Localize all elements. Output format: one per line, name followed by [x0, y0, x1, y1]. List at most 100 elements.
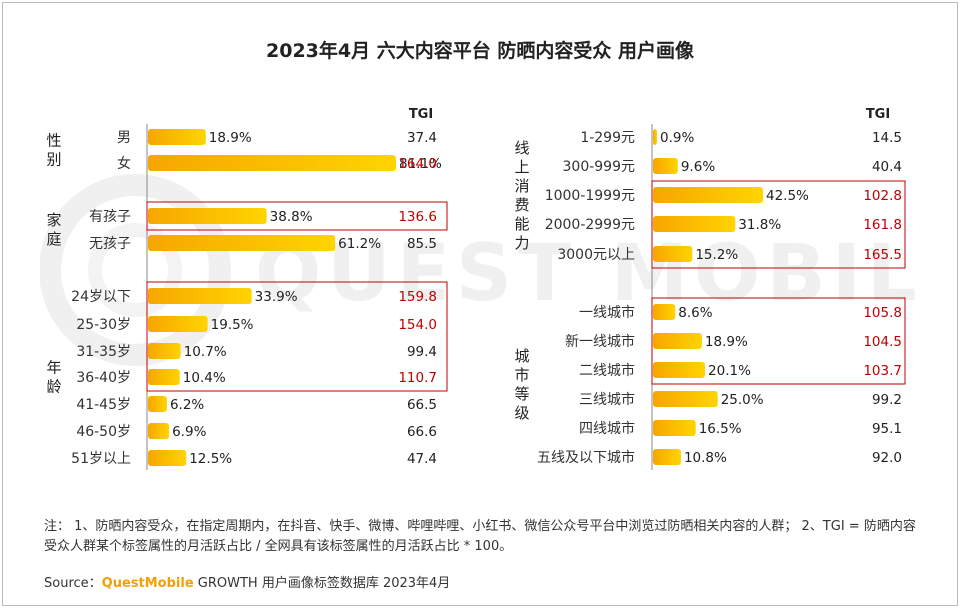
right-value-label-一线城市: 8.6%	[678, 305, 712, 321]
right-tgi-value-四线城市: 95.1	[872, 421, 902, 437]
left-value-label-51岁以上: 12.5%	[189, 451, 232, 467]
left-value-label-41-45岁: 6.2%	[170, 397, 204, 413]
right-bar-三线城市	[653, 391, 718, 407]
right-bar-五线及以下城市	[653, 449, 681, 465]
left-group-label-性别: 性别	[46, 132, 61, 169]
right-value-label-300-999元: 9.6%	[681, 159, 715, 175]
left-value-label-24岁以下: 33.9%	[255, 289, 298, 305]
right-tgi-header: TGI	[866, 107, 890, 122]
right-category-label-二线城市: 二线城市	[579, 362, 635, 379]
right-bar-1-299元	[653, 129, 657, 145]
right-bar-二线城市	[653, 362, 706, 378]
right-category-label-1000-1999元: 1000-1999元	[545, 188, 635, 204]
right-tgi-value-二线城市: 103.7	[863, 363, 902, 379]
right-highlight-box	[651, 297, 906, 385]
right-tgi-value-3000元以上: 165.5	[863, 247, 902, 263]
right-bar-3000元以上	[653, 246, 693, 262]
left-tgi-value-女: 164.0	[398, 156, 437, 172]
chart-title: 2023年4月 六大内容平台 防晒内容受众 用户画像	[266, 40, 694, 62]
right-category-label-新一线城市: 新一线城市	[565, 333, 635, 350]
left-tgi-value-51岁以上: 47.4	[407, 451, 437, 467]
source-brand: QuestMobile	[101, 576, 194, 591]
right-tgi-value-300-999元: 40.4	[872, 159, 902, 175]
left-bar-无孩子	[148, 235, 336, 251]
right-category-label-三线城市: 三线城市	[579, 391, 635, 408]
right-highlight-box	[651, 180, 906, 269]
left-value-label-男: 18.9%	[209, 130, 252, 146]
left-bar-36-40岁	[148, 369, 180, 385]
left-tgi-value-男: 37.4	[407, 130, 437, 146]
left-category-label-24岁以下: 24岁以下	[71, 289, 131, 305]
left-category-label-51岁以上: 51岁以上	[71, 451, 131, 467]
source-text: GROWTH 用户画像标签数据库 2023年4月	[193, 576, 451, 591]
left-category-label-36-40岁: 36-40岁	[76, 370, 131, 386]
right-bar-300-999元	[653, 158, 678, 174]
left-group-label-年龄: 年龄	[46, 359, 61, 396]
left-bar-41-45岁	[148, 396, 167, 412]
right-value-label-四线城市: 16.5%	[699, 421, 742, 437]
right-group-label-线上消费能力: 线上消费能力	[514, 139, 529, 252]
left-bar-46-50岁	[148, 423, 170, 439]
left-value-label-无孩子: 61.2%	[338, 236, 381, 252]
left-category-label-46-50岁: 46-50岁	[76, 424, 131, 440]
right-bar-新一线城市	[653, 333, 702, 349]
left-tgi-value-25-30岁: 154.0	[398, 317, 437, 333]
left-tgi-value-无孩子: 85.5	[407, 236, 437, 252]
right-value-label-2000-2999元: 31.8%	[738, 217, 781, 233]
right-bar-四线城市	[653, 420, 696, 436]
right-bar-2000-2999元	[653, 216, 736, 232]
right-value-label-五线及以下城市: 10.8%	[684, 450, 727, 466]
left-value-label-36-40岁: 10.4%	[183, 370, 226, 386]
left-bar-25-30岁	[148, 316, 208, 332]
right-bar-一线城市	[653, 304, 676, 320]
source-line: Source：QuestMobile GROWTH 用户画像标签数据库 2023…	[44, 572, 450, 591]
right-category-label-300-999元: 300-999元	[563, 159, 636, 175]
left-value-label-25-30岁: 19.5%	[211, 317, 254, 333]
right-bar-1000-1999元	[653, 187, 763, 203]
right-category-label-1-299元: 1-299元	[580, 130, 635, 146]
left-bar-女	[148, 155, 396, 171]
footnote: 注： 1、防晒内容受众，在指定周期内，在抖音、快手、微博、哔哩哔哩、小红书、微信…	[44, 519, 916, 554]
left-highlight-box	[146, 201, 448, 231]
right-tgi-value-1000-1999元: 102.8	[863, 188, 902, 204]
left-tgi-value-有孩子: 136.6	[398, 209, 437, 225]
right-category-label-五线及以下城市: 五线及以下城市	[537, 449, 635, 466]
right-tgi-value-1-299元: 14.5	[872, 130, 902, 146]
left-tgi-value-31-35岁: 99.4	[407, 344, 437, 360]
left-value-label-有孩子: 38.8%	[270, 209, 313, 225]
left-category-label-男: 男	[117, 130, 131, 146]
right-category-label-3000元以上: 3000元以上	[557, 247, 635, 263]
left-bar-24岁以下	[148, 288, 252, 304]
left-bar-51岁以上	[148, 450, 187, 466]
right-tgi-value-新一线城市: 104.5	[863, 334, 902, 350]
left-category-label-31-35岁: 31-35岁	[76, 344, 131, 360]
left-category-label-25-30岁: 25-30岁	[76, 317, 131, 333]
left-value-label-31-35岁: 10.7%	[184, 344, 227, 360]
left-value-label-女: 81.1%	[399, 156, 442, 172]
left-value-label-46-50岁: 6.9%	[172, 424, 206, 440]
right-value-label-三线城市: 25.0%	[721, 392, 764, 408]
right-group-label-城市等级: 城市等级	[514, 347, 529, 422]
right-category-label-一线城市: 一线城市	[579, 304, 635, 321]
left-bar-有孩子	[148, 208, 267, 224]
left-group-label-家庭: 家庭	[46, 211, 61, 248]
left-tgi-value-41-45岁: 66.5	[407, 397, 437, 413]
left-category-label-无孩子: 无孩子	[89, 236, 131, 252]
right-category-label-2000-2999元: 2000-2999元	[545, 217, 635, 233]
right-value-label-新一线城市: 18.9%	[705, 334, 748, 350]
left-tgi-value-36-40岁: 110.7	[398, 370, 437, 386]
left-tgi-header: TGI	[409, 107, 433, 122]
left-bar-男	[148, 129, 206, 145]
right-tgi-value-2000-2999元: 161.8	[863, 217, 902, 233]
right-tgi-value-五线及以下城市: 92.0	[872, 450, 902, 466]
right-category-label-四线城市: 四线城市	[579, 420, 635, 437]
left-category-label-有孩子: 有孩子	[89, 209, 131, 225]
left-category-label-41-45岁: 41-45岁	[76, 397, 131, 413]
left-bar-31-35岁	[148, 343, 181, 359]
right-value-label-1-299元: 0.9%	[660, 130, 694, 146]
source-label: Source：	[44, 576, 102, 591]
right-value-label-二线城市: 20.1%	[708, 363, 751, 379]
left-tgi-value-24岁以下: 159.8	[398, 289, 437, 305]
